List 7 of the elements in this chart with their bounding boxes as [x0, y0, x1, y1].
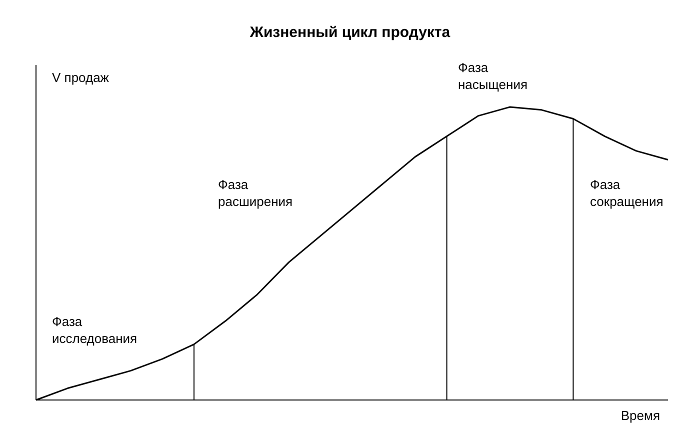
y-axis-title: V продаж — [52, 70, 110, 85]
text: Фаза насыщения — [458, 60, 528, 92]
annotation: Фаза исследования — [52, 314, 138, 346]
annotation: Фаза сокращения — [590, 177, 664, 209]
chart-title: Жизненный цикл продукта — [248, 24, 451, 41]
x-axis-title: Время — [620, 408, 660, 423]
annotation: Фаза расширения — [218, 177, 293, 209]
